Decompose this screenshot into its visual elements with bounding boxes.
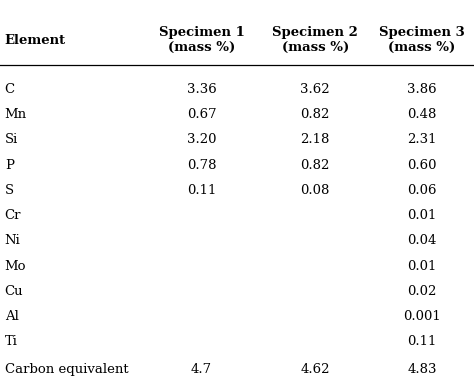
Text: 0.02: 0.02 <box>407 285 437 298</box>
Text: Ni: Ni <box>5 234 20 247</box>
Text: 2.31: 2.31 <box>407 134 437 147</box>
Text: C: C <box>5 83 15 96</box>
Text: 0.78: 0.78 <box>187 159 216 172</box>
Text: 0.01: 0.01 <box>407 209 437 222</box>
Text: Al: Al <box>5 310 18 323</box>
Text: 0.82: 0.82 <box>301 159 330 172</box>
Text: 0.60: 0.60 <box>407 159 437 172</box>
Text: 0.82: 0.82 <box>301 108 330 121</box>
Text: 4.62: 4.62 <box>301 363 330 376</box>
Text: 0.48: 0.48 <box>407 108 437 121</box>
Text: 4.83: 4.83 <box>407 363 437 376</box>
Text: 0.01: 0.01 <box>407 259 437 273</box>
Text: 0.001: 0.001 <box>403 310 441 323</box>
Text: 2.18: 2.18 <box>301 134 330 147</box>
Text: 3.36: 3.36 <box>187 83 216 96</box>
Text: Cu: Cu <box>5 285 23 298</box>
Text: P: P <box>5 159 14 172</box>
Text: 4.7: 4.7 <box>191 363 212 376</box>
Text: Mo: Mo <box>5 259 26 273</box>
Text: 3.86: 3.86 <box>407 83 437 96</box>
Text: S: S <box>5 184 14 197</box>
Text: Specimen 1
(mass %): Specimen 1 (mass %) <box>158 27 245 54</box>
Text: 0.06: 0.06 <box>407 184 437 197</box>
Text: Specimen 3
(mass %): Specimen 3 (mass %) <box>379 27 465 54</box>
Text: Ti: Ti <box>5 335 18 348</box>
Text: 3.20: 3.20 <box>187 134 216 147</box>
Text: 0.11: 0.11 <box>407 335 437 348</box>
Text: 3.62: 3.62 <box>301 83 330 96</box>
Text: 0.67: 0.67 <box>187 108 216 121</box>
Text: Element: Element <box>5 34 66 47</box>
Text: Cr: Cr <box>5 209 21 222</box>
Text: Carbon equivalent: Carbon equivalent <box>5 363 128 376</box>
Text: Si: Si <box>5 134 18 147</box>
Text: 0.08: 0.08 <box>301 184 330 197</box>
Text: 0.04: 0.04 <box>407 234 437 247</box>
Text: Specimen 2
(mass %): Specimen 2 (mass %) <box>272 27 358 54</box>
Text: 0.11: 0.11 <box>187 184 216 197</box>
Text: Mn: Mn <box>5 108 27 121</box>
